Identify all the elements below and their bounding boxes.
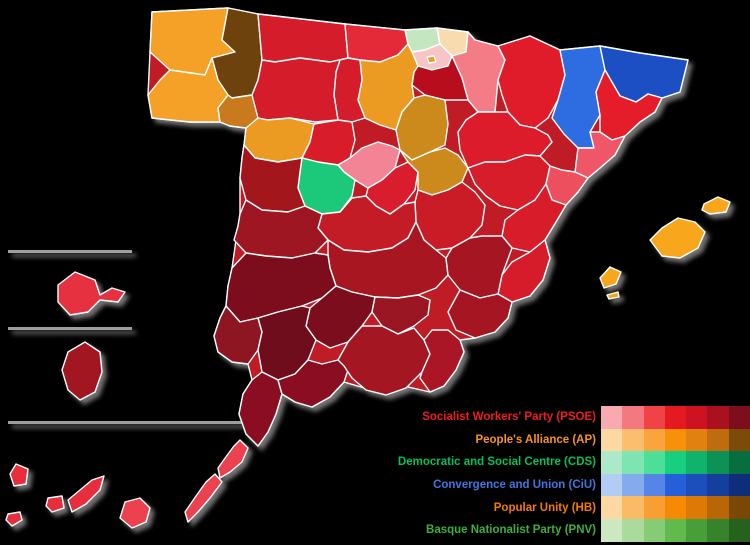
- legend-row-ciu: Convergence and Union (CiU): [330, 473, 750, 497]
- legend-row-ap: People's Alliance (AP): [330, 428, 750, 452]
- province-leon: [251, 57, 349, 123]
- island-gran-canaria: [119, 497, 151, 529]
- island-la-palma: [9, 463, 29, 487]
- province-asturias: [257, 13, 349, 63]
- province-albacete: [445, 235, 513, 299]
- legend: Socialist Workers' Party (PSOE) People's…: [330, 406, 750, 542]
- province-soria: [395, 94, 449, 161]
- inset-melilla: [61, 341, 103, 401]
- province-palencia: [333, 57, 366, 123]
- legend-color-scale-ap: [601, 428, 750, 452]
- island-la-gomera: [45, 495, 65, 513]
- province-huelva: [213, 305, 263, 365]
- legend-color-scale-psoe: [601, 406, 750, 429]
- legend-row-cds: Democratic and Social Centre (CDS): [330, 451, 750, 474]
- island-ibiza: [599, 266, 622, 289]
- legend-color-scale-cds: [601, 451, 750, 474]
- inset-divider-canary: [8, 421, 260, 424]
- island-lanzarote: [217, 439, 249, 479]
- island-mallorca: [649, 217, 706, 259]
- island-el-hierro: [5, 511, 23, 527]
- province-malaga: [277, 359, 351, 408]
- island-fuerteventura: [184, 473, 223, 523]
- inset-divider-ceuta: [8, 250, 132, 253]
- province-badajoz: [225, 252, 337, 323]
- legend-label-ap: People's Alliance (AP): [475, 433, 596, 446]
- province-trevino-enclave: [426, 55, 437, 64]
- inset-divider-melilla: [8, 327, 132, 330]
- province-cadiz: [238, 371, 283, 447]
- legend-label-pnv: Basque Nationalist Party (PNV): [426, 524, 596, 537]
- province-murcia: [447, 289, 513, 339]
- island-tenerife: [67, 475, 105, 513]
- province-cordoba: [305, 285, 376, 349]
- province-alicante: [497, 239, 551, 303]
- island-formentera: [606, 291, 620, 300]
- inset-ceuta: [57, 271, 126, 316]
- legend-label-cds: Democratic and Social Centre (CDS): [397, 456, 596, 469]
- province-almeria: [419, 329, 465, 393]
- province-barcelona: [595, 69, 663, 141]
- legend-color-scale-ciu: [601, 473, 750, 497]
- legend-row-pnv: Basque Nationalist Party (PNV): [330, 518, 750, 542]
- province-tarragona: [574, 131, 626, 179]
- island-menorca: [701, 196, 731, 215]
- legend-label-hb: Popular Unity (HB): [493, 501, 596, 514]
- legend-color-scale-pnv: [601, 518, 750, 542]
- legend-row-psoe: Socialist Workers' Party (PSOE): [330, 406, 750, 429]
- province-pontevedra: [147, 57, 229, 123]
- province-jaen: [371, 294, 431, 335]
- legend-label-ciu: Convergence and Union (CiU): [433, 479, 596, 492]
- legend-color-scale-hb: [601, 496, 750, 519]
- legend-label-psoe: Socialist Workers' Party (PSOE): [422, 411, 596, 424]
- legend-row-hb: Popular Unity (HB): [330, 496, 750, 519]
